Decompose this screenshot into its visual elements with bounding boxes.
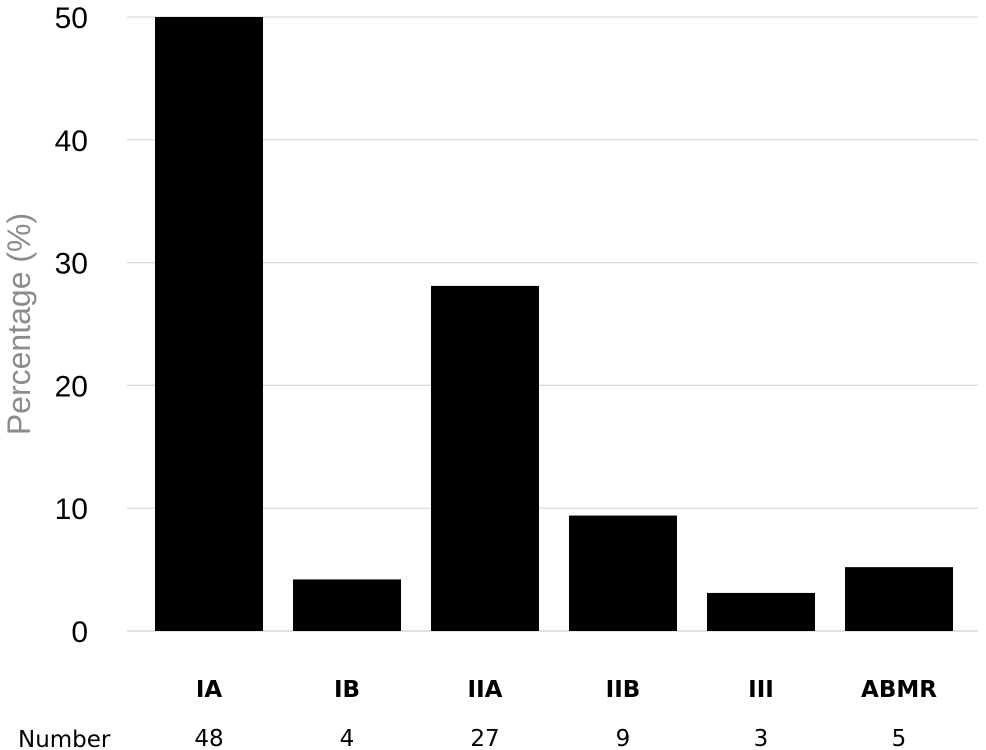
- y-tick-label: 0: [71, 616, 88, 649]
- x-category-label: IIA: [468, 677, 503, 703]
- number-value: 48: [194, 726, 223, 750]
- number-value: 4: [340, 726, 355, 750]
- y-axis-ticks: 0 10 20 30 40 50: [55, 2, 88, 649]
- y-tick-label: 30: [55, 248, 88, 281]
- x-category-label: IIB: [606, 677, 641, 703]
- number-row-label: Number: [18, 727, 111, 750]
- x-category-label: IA: [196, 677, 223, 703]
- gridlines: [127, 16, 978, 632]
- number-value: 3: [754, 726, 769, 750]
- x-category-label: III: [748, 677, 774, 703]
- x-axis-categories: IA IB IIA IIB III ABMR: [196, 677, 937, 703]
- y-axis-title: Percentage (%): [1, 213, 37, 435]
- number-value: 9: [616, 726, 631, 750]
- bar-iii: [707, 592, 815, 631]
- bar-ia: [155, 17, 263, 631]
- y-tick-label: 50: [55, 2, 88, 35]
- bar-abmr: [845, 567, 953, 631]
- number-row: Number 48 4 27 9 3 5: [18, 726, 906, 750]
- bars: [155, 17, 953, 631]
- bar-ib: [293, 579, 401, 631]
- y-tick-label: 40: [55, 125, 88, 158]
- x-category-label: ABMR: [861, 677, 937, 703]
- x-category-label: IB: [334, 677, 360, 703]
- bar-iib: [569, 515, 677, 631]
- number-value: 27: [470, 726, 499, 750]
- bar-iia: [431, 285, 539, 631]
- y-tick-label: 10: [55, 493, 88, 526]
- number-value: 5: [892, 726, 907, 750]
- y-tick-label: 20: [55, 370, 88, 403]
